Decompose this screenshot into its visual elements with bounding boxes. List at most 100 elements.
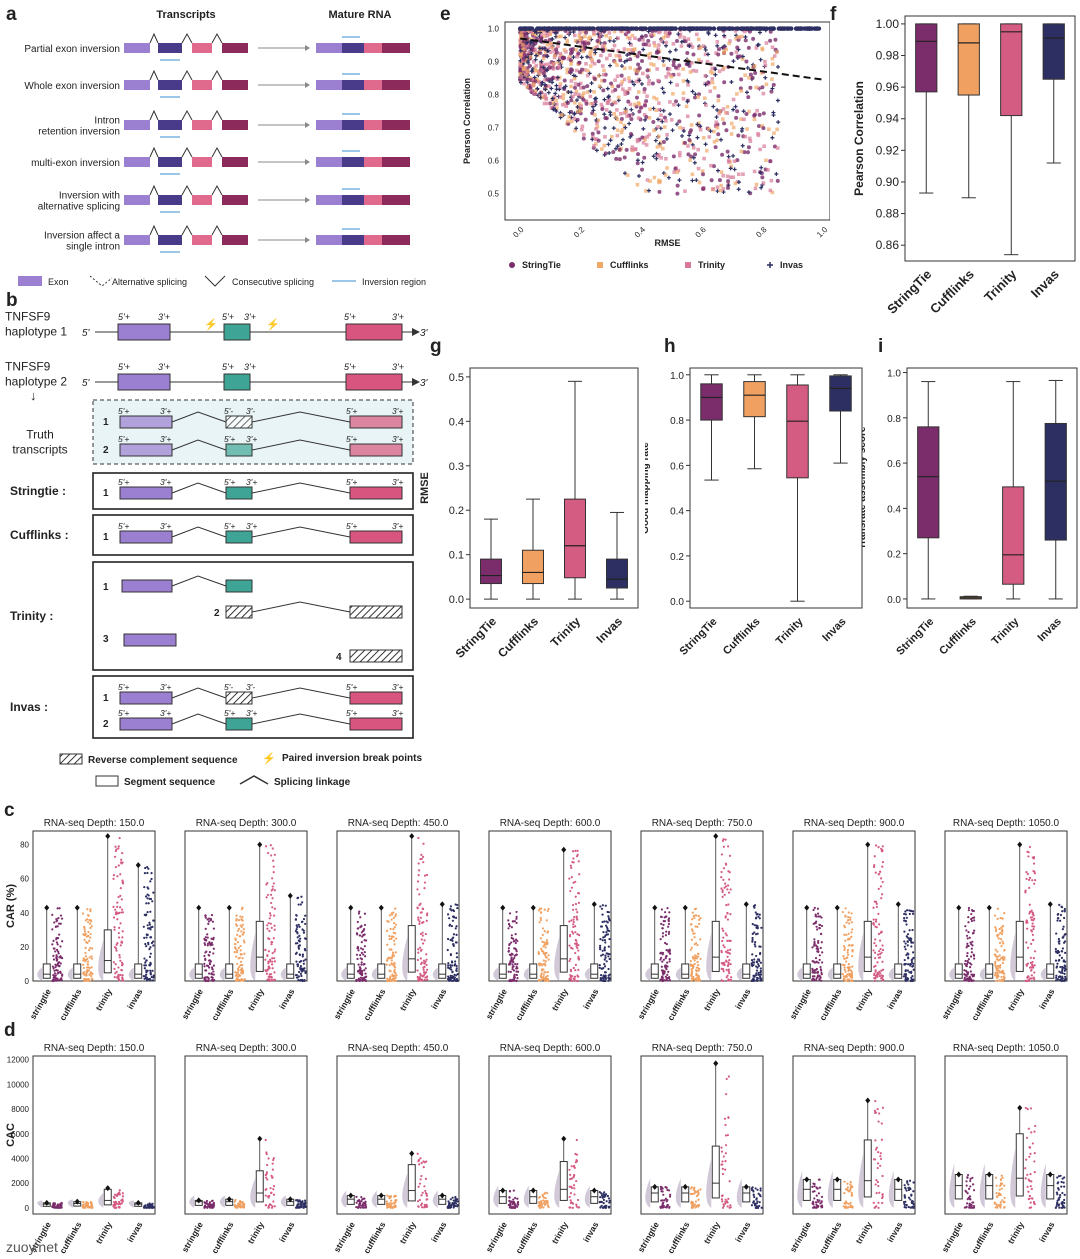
x-tick-label: Invas <box>1028 267 1062 301</box>
point-trinity <box>618 111 623 116</box>
rain-point <box>603 965 607 968</box>
point-invas <box>759 165 764 170</box>
point-cufflinks <box>534 32 538 37</box>
point-trinity <box>519 75 524 80</box>
rain-point <box>83 926 86 929</box>
point-invas <box>676 103 681 108</box>
rain-point <box>421 931 424 934</box>
point-cufflinks <box>623 66 627 71</box>
rain-point <box>390 948 393 951</box>
point-cufflinks <box>739 117 743 121</box>
violin-half <box>37 1200 43 1208</box>
rain-point <box>1026 962 1030 965</box>
rain-point <box>570 919 573 922</box>
rain-point <box>83 938 86 941</box>
rain-point <box>210 913 214 917</box>
rain-point <box>1059 913 1063 917</box>
rain-point <box>910 937 913 940</box>
outlier-marker <box>1017 841 1023 848</box>
rain-point <box>1059 965 1062 969</box>
point-trinity <box>538 94 542 99</box>
point-invas <box>661 90 666 95</box>
rain-point <box>450 961 454 964</box>
rain-point <box>512 965 515 968</box>
rain-point <box>908 909 911 912</box>
mini-box <box>42 963 51 979</box>
rain-point <box>723 961 726 964</box>
point-trinity <box>676 66 680 71</box>
rain-point <box>1062 941 1066 944</box>
point-invas <box>555 75 560 80</box>
x-tick-label: StringTie <box>884 267 934 317</box>
rain-point <box>723 963 726 966</box>
rain-point <box>1000 956 1003 960</box>
point-invas <box>664 136 669 141</box>
point-trinity <box>646 82 651 86</box>
point-invas <box>667 57 672 62</box>
rain-point <box>300 895 303 898</box>
rain-point <box>294 918 298 921</box>
rain-point <box>759 967 762 970</box>
rain-point <box>301 920 304 923</box>
rain-point <box>358 934 361 937</box>
rain-point <box>301 979 304 983</box>
rain-point <box>661 975 664 978</box>
rain-point <box>419 857 422 861</box>
rain-point <box>691 929 694 933</box>
rain-point <box>817 912 820 915</box>
rain-point <box>57 922 61 925</box>
rain-point <box>145 959 148 962</box>
rain-point <box>359 973 363 976</box>
point-invas <box>619 26 625 31</box>
rain-point <box>239 964 242 967</box>
exon-end-label: 3'+ <box>160 682 171 692</box>
rain-point <box>82 963 85 966</box>
rain-point <box>844 914 847 917</box>
subplot-frame <box>488 830 612 982</box>
point-trinity <box>523 44 528 49</box>
point-trinity <box>741 172 745 177</box>
rain-point <box>119 873 122 876</box>
point-cufflinks <box>623 109 628 114</box>
point-invas <box>673 47 678 52</box>
rain-point <box>53 947 56 950</box>
point-invas <box>640 160 645 165</box>
rain-point <box>693 956 696 959</box>
rain-point <box>239 924 242 927</box>
rain-point <box>724 932 727 935</box>
point-stringtie <box>716 52 721 57</box>
rain-point <box>299 965 303 968</box>
rain-point <box>1062 935 1065 938</box>
rain-point <box>455 956 459 959</box>
splice-link <box>211 224 223 236</box>
point-stringtie <box>614 156 619 161</box>
x-tick-label: Trinity <box>548 614 584 650</box>
rain-point <box>513 947 516 950</box>
point-invas <box>526 60 531 65</box>
rain-point <box>85 979 88 982</box>
exon-end-label: 3'+ <box>392 362 404 372</box>
rain-point <box>446 948 449 952</box>
rain-point <box>905 935 908 938</box>
point-invas <box>571 55 576 60</box>
point-invas <box>715 168 720 173</box>
rain-point <box>508 924 511 928</box>
rain-point <box>1056 978 1059 981</box>
rain-point <box>873 973 876 977</box>
rain-point <box>668 958 671 961</box>
point-trinity <box>689 60 694 65</box>
point-stringtie <box>725 149 730 154</box>
panel-letter-d: d <box>4 1020 16 1041</box>
rain-point <box>208 917 211 920</box>
y-tick-label: 1.00 <box>876 17 900 31</box>
rain-point <box>1061 910 1064 913</box>
rain-point <box>297 947 301 950</box>
rain-point <box>455 964 458 968</box>
rain-point <box>815 925 818 928</box>
rain-point <box>997 979 1000 982</box>
rain-point <box>204 976 207 979</box>
point-trinity <box>636 116 641 120</box>
depth-title: RNA-seq Depth: 1050.0 <box>953 818 1060 829</box>
rain-point <box>272 914 276 917</box>
rain-point <box>236 933 239 936</box>
